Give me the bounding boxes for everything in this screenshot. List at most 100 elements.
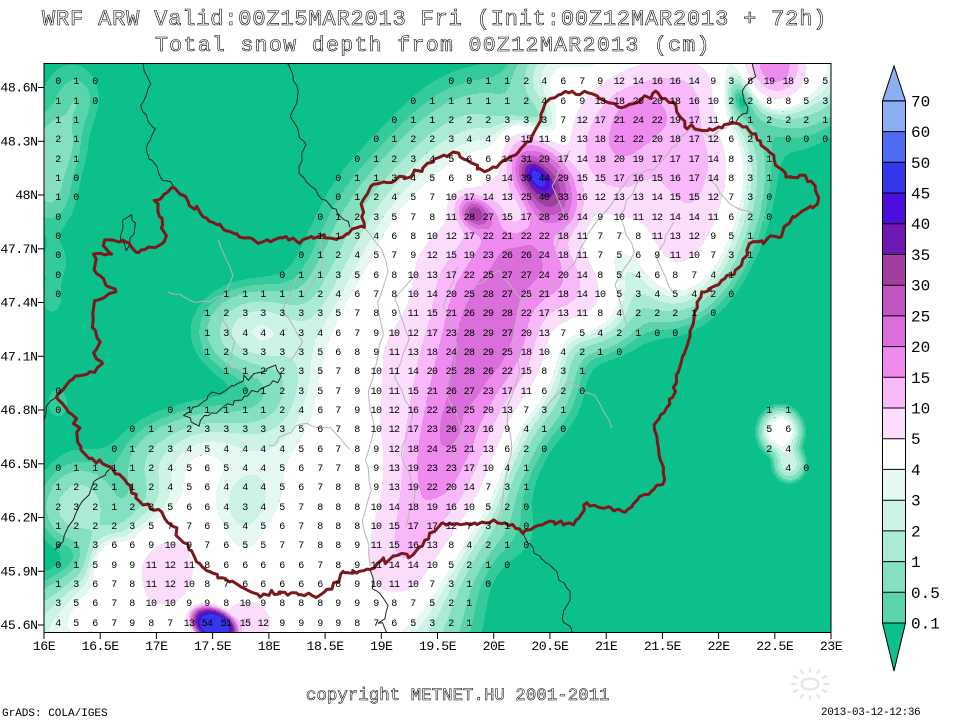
svg-text:16: 16 — [652, 77, 663, 88]
svg-text:8: 8 — [728, 155, 734, 166]
svg-text:5: 5 — [223, 464, 229, 475]
svg-text:2: 2 — [129, 503, 135, 514]
svg-text:8: 8 — [223, 599, 229, 610]
svg-text:17: 17 — [464, 232, 475, 243]
svg-text:0: 0 — [466, 77, 472, 88]
svg-text:15: 15 — [652, 174, 663, 185]
svg-text:11: 11 — [539, 135, 550, 146]
svg-text:28: 28 — [464, 348, 475, 359]
svg-text:6: 6 — [541, 387, 547, 398]
svg-text:2: 2 — [73, 522, 79, 533]
svg-text:47.4N: 47.4N — [0, 296, 37, 311]
svg-text:4: 4 — [691, 290, 697, 301]
svg-text:8: 8 — [766, 97, 772, 108]
svg-text:1: 1 — [785, 406, 791, 417]
svg-text:29: 29 — [483, 309, 494, 320]
svg-text:17: 17 — [502, 387, 513, 398]
svg-text:10: 10 — [408, 290, 419, 301]
svg-text:1: 1 — [579, 367, 585, 378]
svg-text:2: 2 — [523, 97, 529, 108]
svg-text:5: 5 — [204, 445, 210, 456]
svg-text:18: 18 — [427, 348, 438, 359]
svg-text:9: 9 — [129, 619, 135, 630]
svg-text:4: 4 — [242, 483, 248, 494]
svg-text:3: 3 — [92, 541, 98, 552]
svg-text:13: 13 — [614, 193, 625, 204]
svg-text:14: 14 — [689, 77, 700, 88]
svg-text:25: 25 — [521, 193, 532, 204]
svg-text:3: 3 — [279, 309, 285, 320]
svg-text:6: 6 — [204, 464, 210, 475]
svg-text:5: 5 — [223, 522, 229, 533]
svg-text:3: 3 — [429, 619, 435, 630]
svg-text:7: 7 — [111, 580, 117, 591]
svg-text:1: 1 — [55, 174, 61, 185]
svg-text:10: 10 — [446, 193, 457, 204]
svg-text:46.8N: 46.8N — [0, 403, 37, 418]
svg-text:4: 4 — [260, 445, 266, 456]
svg-text:11: 11 — [389, 580, 400, 591]
svg-text:6: 6 — [298, 561, 304, 572]
svg-text:1: 1 — [747, 116, 753, 127]
svg-text:5: 5 — [579, 329, 585, 340]
svg-text:7: 7 — [317, 561, 323, 572]
svg-text:7: 7 — [335, 445, 341, 456]
svg-text:28: 28 — [502, 309, 513, 320]
svg-text:1: 1 — [597, 348, 603, 359]
svg-text:8: 8 — [129, 580, 135, 591]
svg-text:19: 19 — [633, 155, 644, 166]
svg-text:12: 12 — [577, 116, 588, 127]
svg-text:16: 16 — [633, 174, 644, 185]
svg-text:5: 5 — [317, 367, 323, 378]
svg-text:27: 27 — [502, 271, 513, 282]
svg-text:0: 0 — [335, 174, 341, 185]
svg-text:22: 22 — [521, 232, 532, 243]
svg-text:7: 7 — [354, 329, 360, 340]
svg-text:7: 7 — [373, 290, 379, 301]
svg-text:20: 20 — [446, 483, 457, 494]
svg-text:1: 1 — [260, 290, 266, 301]
svg-text:1: 1 — [204, 309, 210, 320]
svg-text:13: 13 — [408, 348, 419, 359]
svg-text:13: 13 — [389, 483, 400, 494]
svg-text:0: 0 — [167, 406, 173, 417]
svg-text:7: 7 — [111, 619, 117, 630]
svg-text:8: 8 — [354, 503, 360, 514]
svg-text:10: 10 — [184, 580, 195, 591]
svg-text:12: 12 — [165, 580, 176, 591]
svg-text:0: 0 — [111, 445, 117, 456]
svg-text:0: 0 — [55, 251, 61, 262]
svg-text:22: 22 — [464, 271, 475, 282]
svg-text:1: 1 — [242, 406, 248, 417]
svg-text:6: 6 — [111, 541, 117, 552]
svg-text:10: 10 — [371, 367, 382, 378]
svg-text:11: 11 — [577, 251, 588, 262]
svg-text:3: 3 — [317, 309, 323, 320]
svg-text:3: 3 — [55, 599, 61, 610]
svg-text:7: 7 — [298, 541, 304, 552]
svg-text:6: 6 — [335, 348, 341, 359]
svg-text:5: 5 — [728, 232, 734, 243]
svg-text:4: 4 — [466, 135, 472, 146]
svg-text:5: 5 — [317, 348, 323, 359]
svg-text:4: 4 — [242, 522, 248, 533]
svg-text:4: 4 — [466, 541, 472, 552]
svg-text:28: 28 — [483, 290, 494, 301]
svg-text:9: 9 — [354, 561, 360, 572]
svg-text:15: 15 — [389, 522, 400, 533]
svg-text:40: 40 — [911, 216, 930, 234]
svg-text:8: 8 — [728, 174, 734, 185]
svg-text:22: 22 — [633, 135, 644, 146]
svg-text:3: 3 — [279, 425, 285, 436]
svg-text:15: 15 — [911, 370, 930, 388]
svg-text:2: 2 — [148, 483, 154, 494]
svg-text:2: 2 — [279, 387, 285, 398]
svg-text:0: 0 — [242, 387, 248, 398]
svg-text:6: 6 — [317, 580, 323, 591]
svg-text:3: 3 — [504, 483, 510, 494]
svg-text:3: 3 — [129, 522, 135, 533]
svg-text:1: 1 — [317, 251, 323, 262]
svg-text:7: 7 — [710, 251, 716, 262]
svg-text:21E: 21E — [595, 639, 618, 654]
svg-text:6: 6 — [391, 619, 397, 630]
